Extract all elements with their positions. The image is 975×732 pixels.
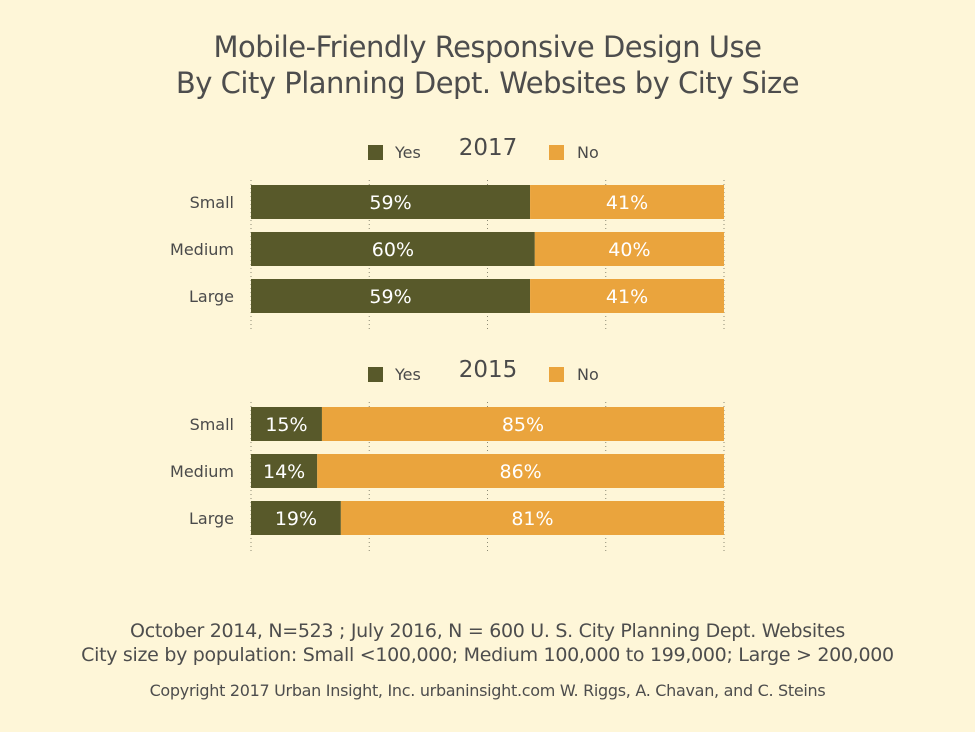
bar-value-label: 59% xyxy=(369,286,411,308)
bar-value-label: 40% xyxy=(608,239,650,261)
legend-label-yes: Yes xyxy=(394,365,421,384)
bar-value-label: 19% xyxy=(275,508,317,530)
bar-segment-no xyxy=(530,185,724,219)
bar-value-label: 81% xyxy=(511,508,553,530)
bar-segment-yes xyxy=(251,454,318,488)
category-label: Large xyxy=(189,509,234,528)
footer-note-1: October 2014, N=523 ; July 2016, N = 600… xyxy=(130,620,845,642)
legend-label-no: No xyxy=(577,143,599,162)
bar-value-label: 41% xyxy=(606,286,648,308)
bar-segment-yes xyxy=(251,407,322,441)
footer-copyright: Copyright 2017 Urban Insight, Inc. urban… xyxy=(149,681,826,700)
bar-segment-no xyxy=(317,454,724,488)
bar-segment-no xyxy=(530,279,724,313)
bar-segment-yes xyxy=(251,185,531,219)
bar-value-label: 41% xyxy=(606,192,648,214)
bar-segment-yes xyxy=(251,501,341,535)
bar-value-label: 85% xyxy=(502,414,544,436)
bar-segment-no xyxy=(321,407,724,441)
bar-segment-no xyxy=(340,501,724,535)
bar-segment-yes xyxy=(251,279,531,313)
bar-segment-no xyxy=(534,232,724,266)
legend-swatch-yes xyxy=(368,367,383,382)
bar-value-label: 86% xyxy=(499,461,541,483)
bar-segment-yes xyxy=(251,232,535,266)
panel-title: 2015 xyxy=(459,357,518,383)
legend-label-yes: Yes xyxy=(394,143,421,162)
chart-title-line2: By City Planning Dept. Websites by City … xyxy=(175,66,800,100)
footer-note-2: City size by population: Small <100,000;… xyxy=(81,644,894,666)
bar-value-label: 59% xyxy=(369,192,411,214)
bar-value-label: 15% xyxy=(265,414,307,436)
panel-title: 2017 xyxy=(459,135,518,161)
stacked-bar-charts: Yes 2017 No Small 59% 41% Medium 60% 40% Large 59%… xyxy=(170,135,725,554)
legend-label-no: No xyxy=(577,365,599,384)
legend-swatch-no xyxy=(549,145,564,160)
legend-swatch-no xyxy=(549,367,564,382)
category-label: Medium xyxy=(170,240,234,259)
category-label: Small xyxy=(190,193,234,212)
chart-title-line1: Mobile-Friendly Responsive Design Use xyxy=(213,30,762,64)
category-label: Medium xyxy=(170,462,234,481)
category-label: Large xyxy=(189,287,234,306)
category-label: Small xyxy=(190,415,234,434)
legend-swatch-yes xyxy=(368,145,383,160)
bar-value-label: 14% xyxy=(263,461,305,483)
bar-value-label: 60% xyxy=(372,239,414,261)
